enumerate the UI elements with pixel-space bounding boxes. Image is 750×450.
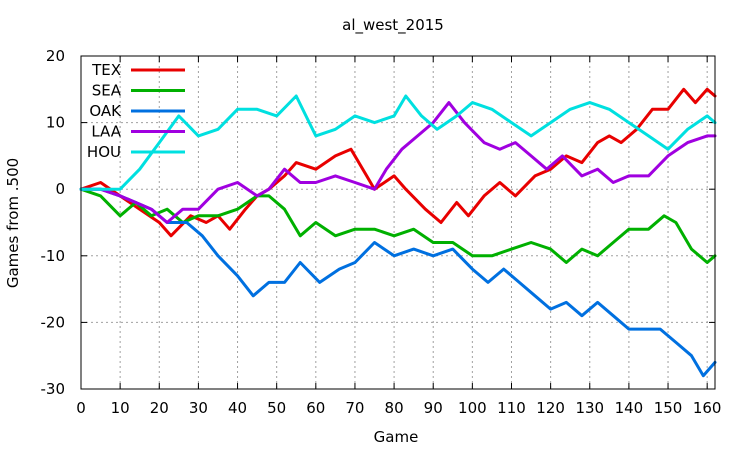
x-tick-label: 20 (150, 399, 169, 417)
x-tick-label: 40 (228, 399, 247, 417)
x-tick-label: 160 (693, 399, 722, 417)
x-tick-label: 90 (424, 399, 443, 417)
series-line-sea (79, 187, 717, 264)
legend-label-hou: HOU (87, 143, 121, 161)
series-lines (79, 87, 717, 378)
x-tick-label: 70 (345, 399, 364, 417)
legend: TEX SEA OAK LAA HOU (87, 61, 185, 161)
x-tick-label: 100 (458, 399, 487, 417)
legend-label-laa: LAA (91, 123, 121, 141)
x-tick-label: 50 (267, 399, 286, 417)
series-line-laa (79, 101, 717, 224)
y-tick-label: 20 (46, 47, 65, 65)
x-tick-label: 150 (654, 399, 683, 417)
x-axis-label: Game (374, 428, 419, 446)
x-tick-label: 10 (111, 399, 130, 417)
x-tick-label: 110 (497, 399, 526, 417)
y-tick-label: -30 (41, 380, 66, 398)
x-tick-label: 120 (536, 399, 565, 417)
series-line-hou (79, 94, 717, 191)
x-tick-label: 60 (306, 399, 325, 417)
x-tick-label: 80 (385, 399, 404, 417)
axis-ticks: 0 10 20 30 40 50 60 70 80 90 100 110 120 130 140 150 160… (41, 47, 722, 417)
y-axis-label: Games from .500 (4, 158, 22, 288)
y-tick-label: -20 (41, 313, 66, 331)
chart-title: al_west_2015 (342, 16, 444, 35)
legend-label-tex: TEX (91, 61, 121, 79)
legend-label-oak: OAK (89, 102, 122, 120)
x-tick-label: 30 (189, 399, 208, 417)
y-tick-label: -10 (41, 247, 66, 265)
series-line-oak (79, 187, 717, 378)
plot-frame (80, 55, 716, 390)
legend-label-sea: SEA (92, 82, 122, 100)
x-tick-label: 140 (615, 399, 644, 417)
series-line-tex (79, 87, 717, 238)
y-tick-label: 10 (46, 114, 65, 132)
y-tick-label: 0 (55, 180, 65, 198)
x-tick-label: 0 (76, 399, 86, 417)
x-tick-label: 130 (575, 399, 604, 417)
